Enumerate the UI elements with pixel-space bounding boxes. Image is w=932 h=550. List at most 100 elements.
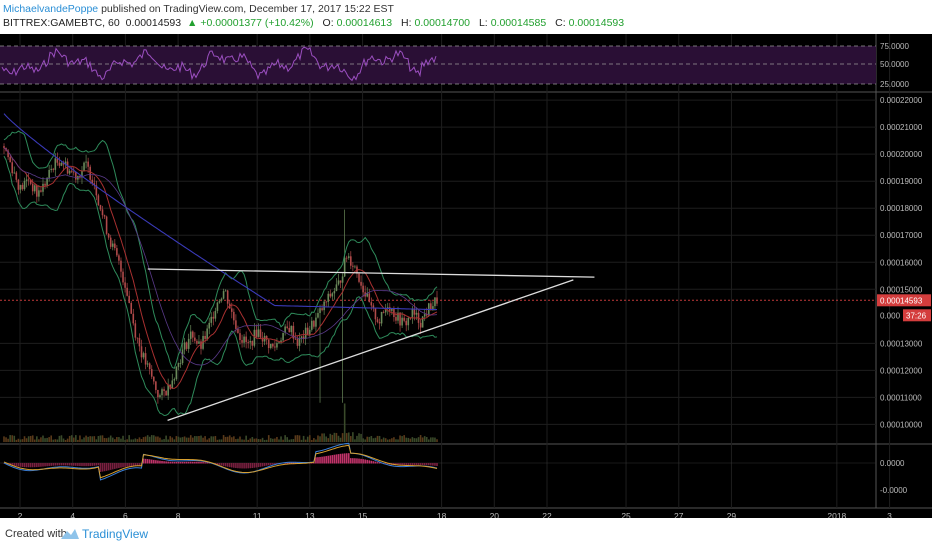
volume-bar [329, 433, 332, 442]
volume-bar [239, 436, 241, 442]
volume-bar [29, 435, 32, 442]
candle-body [138, 338, 141, 347]
candle-body [368, 293, 371, 303]
candle-body [120, 260, 122, 272]
volume-bar [263, 439, 266, 442]
macd-histogram-bar [179, 461, 182, 464]
chart-area[interactable]: 2 4 6 8 11 13 15 18 20 22 25 27 29 2018 3 0.00022000 0.0… [0, 34, 932, 518]
volume-bar [339, 437, 342, 442]
price-tick-label: 0.00021000 [880, 123, 923, 132]
macd-histogram-bar [13, 463, 16, 466]
price-tick-label: 0.00011000 [880, 393, 922, 402]
macd-histogram-bar [111, 463, 114, 470]
volume-bar [241, 439, 243, 442]
candle-body [95, 185, 98, 196]
x-tick-label: 22 [542, 511, 552, 518]
macd-histogram-bar [70, 463, 73, 466]
volume-bar [352, 432, 354, 442]
volume-bar [134, 438, 137, 442]
macd-histogram-bar [163, 461, 165, 464]
price-tick-label: 0.00012000 [880, 366, 923, 375]
last-price: 0.00014593 [125, 17, 182, 29]
volume-bar [313, 438, 315, 442]
tradingview-brand[interactable]: TradingView [82, 527, 149, 541]
volume-bar [48, 437, 50, 442]
volume-bar [31, 435, 34, 442]
author-link[interactable]: MichaelvandePoppe [3, 3, 99, 15]
volume-bar [423, 436, 426, 442]
volume-bar [60, 435, 63, 442]
macd-histogram-bar [341, 453, 344, 464]
volume-bar [362, 438, 364, 442]
candle-body [399, 312, 401, 326]
candle-body [183, 342, 186, 350]
macd-histogram-bar [329, 455, 332, 464]
candle-body [191, 331, 194, 338]
volume-bar [46, 437, 48, 442]
macd-histogram-bar [366, 459, 369, 464]
volume-bar [44, 438, 46, 442]
candle-body [27, 179, 30, 181]
macd-histogram-bar [267, 463, 270, 466]
candle-body [267, 339, 270, 349]
volume-bar [405, 437, 408, 442]
volume-bar [360, 433, 362, 442]
candle-body [296, 338, 299, 346]
candle-body [196, 340, 198, 344]
macd-histogram-bar [27, 463, 30, 468]
candle-body [313, 320, 315, 327]
volume-bar [177, 436, 180, 442]
candle-body [66, 161, 69, 174]
price-change: ▲ +0.00001377 (+10.42%) [187, 17, 314, 29]
macd-histogram-bar [345, 453, 348, 464]
volume-bar [308, 435, 311, 442]
volume-bar [436, 439, 438, 442]
volume-bar [413, 438, 416, 442]
volume-bar [341, 433, 344, 442]
macd-histogram-bar [66, 463, 69, 466]
candle-body [208, 322, 211, 329]
volume-bar [130, 439, 133, 442]
x-tick-label: 18 [437, 511, 447, 518]
volume-bar [120, 438, 122, 442]
macd-histogram-bar [347, 453, 350, 464]
volume-bar [7, 438, 9, 442]
volume-bar [124, 439, 126, 442]
candle-body [21, 184, 24, 190]
macd-tick-label: 0.0000 [880, 459, 905, 468]
candle-body [397, 312, 399, 321]
candle-body [321, 308, 323, 311]
volume-bar [68, 435, 71, 442]
volume-bar [306, 436, 309, 442]
macd-histogram-bar [419, 463, 422, 465]
macd-histogram-bar [288, 462, 291, 464]
volume-bar [274, 438, 276, 442]
x-tick-label: 25 [621, 511, 631, 518]
volume-bar [171, 437, 174, 442]
macd-histogram-bar [118, 463, 120, 469]
candle-body [298, 337, 301, 346]
macd-histogram-bar [93, 463, 96, 466]
macd-histogram-bar [72, 463, 75, 466]
volume-bar [427, 439, 430, 442]
candle-body [405, 320, 408, 326]
macd-histogram-bar [425, 463, 428, 466]
macd-histogram-bar [436, 463, 438, 467]
macd-histogram-bar [103, 463, 106, 472]
volume-bar [206, 439, 208, 442]
rsi-tick-label: 50.0000 [880, 60, 909, 69]
volume-bar [384, 438, 387, 442]
candle-body [259, 329, 262, 338]
candle-body [436, 297, 438, 304]
candle-body [179, 363, 182, 364]
candle-body [288, 327, 291, 333]
candle-body [103, 215, 106, 217]
candle-body [163, 389, 165, 391]
candle-body [210, 316, 213, 323]
macd-histogram-bar [218, 463, 221, 466]
volume-bar [237, 438, 239, 442]
macd-histogram-bar [354, 458, 356, 464]
macd-histogram-bar [230, 463, 233, 468]
volume-bar [251, 437, 254, 442]
candle-body [425, 314, 428, 316]
